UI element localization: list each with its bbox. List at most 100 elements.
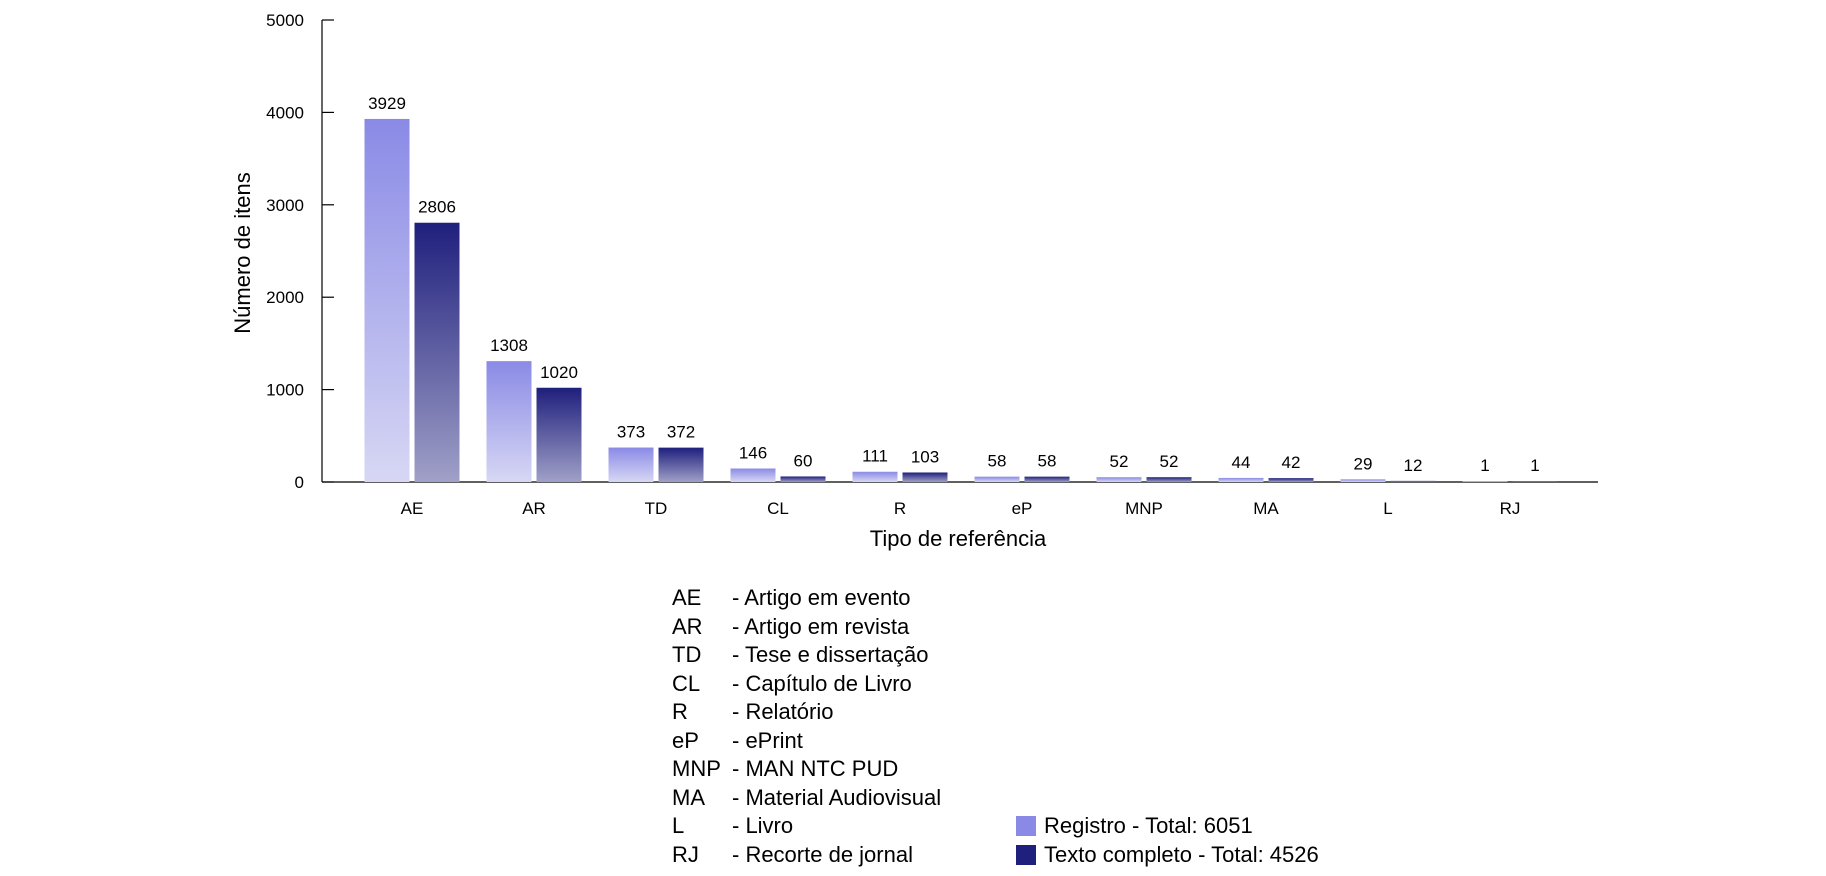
abbreviation-desc: - Tese e dissertação [732,642,929,667]
x-tick-label: R [894,499,906,518]
abbreviation-list: AE - Artigo em evento AR - Artigo em rev… [672,584,941,869]
legend-item-registro: Registro - Total: 6051 [1016,812,1319,841]
bar-texto-completo [780,476,826,482]
abbreviation-code: AE [672,585,702,610]
abbreviation-code: R [672,699,688,724]
abbreviation-desc: - Livro [732,813,794,838]
bar-value-label: 1 [1480,456,1489,475]
abbreviation-desc: - Artigo em revista [732,613,910,639]
x-tick-label: MA [1253,499,1279,518]
bar-registro [608,447,654,482]
abbreviation-code: L [672,813,685,838]
abbreviation-row: CL - Capítulo de Livro [672,670,941,699]
bar-texto-completo [536,387,582,482]
abbreviation-row: R - Relatório [672,698,941,727]
abbreviation-code: CL [672,670,701,696]
y-tick-label: 2000 [266,288,304,307]
abbreviation-code: MA [672,784,705,810]
bar-value-label: 44 [1232,453,1251,472]
abbreviation-row: AR - Artigo em revista [672,613,941,642]
abbreviation-row: L - Livro [672,812,941,841]
bar-value-label: 1 [1530,456,1539,475]
abbreviation-desc: - Material Audiovisual [732,784,942,810]
bar-value-label: 29 [1354,454,1373,473]
abbreviation-desc: - ePrint [732,727,803,753]
abbreviation-row: RJ - Recorte de jornal [672,841,941,870]
bars [364,118,1558,483]
abbreviation-code: RJ [672,841,699,867]
bar-value-label: 58 [988,452,1007,471]
abbreviation-row: MA - Material Audiovisual [672,784,941,813]
abbreviation-code: TD [672,642,702,667]
legend-swatch [1016,816,1036,837]
legend-label: Registro - Total: 6051 [1044,813,1253,838]
bar-value-label: 1308 [490,336,528,355]
x-tick-label: eP [1012,499,1033,518]
abbreviation-row: MNP - MAN NTC PUD [672,755,941,784]
y-tick-label: 5000 [266,11,304,30]
y-tick-label: 3000 [266,196,304,215]
bar-texto-completo [902,472,948,482]
bar-registro [974,476,1020,482]
legend-label: Texto completo - Total: 4526 [1044,841,1319,867]
x-tick-label: TD [645,499,668,518]
bar-value-label: 1020 [540,363,578,382]
abbreviation-desc: - Recorte de jornal [732,841,913,867]
y-axis-title: Número de itens [230,172,255,333]
bar-value-label: 146 [739,444,767,463]
axes: 0 1000 2000 3000 4000 5000 Tipo de referência N… [230,11,1598,551]
bar-value-label: 58 [1038,452,1057,471]
bar-texto-completo [658,447,704,482]
bar-texto-completo [414,222,460,483]
abbreviation-desc: - Relatório [732,699,834,724]
bar-value-label: 3929 [368,94,406,113]
x-tick-label: RJ [1500,499,1521,518]
abbreviation-desc: - Artigo em evento [732,585,911,610]
abbreviation-code: AR [672,613,703,639]
bar-registro [1218,477,1264,482]
bar-value-label: 52 [1160,452,1179,471]
x-tick-label: AE [401,499,424,518]
bar-value-label: 373 [617,423,645,442]
bar-registro [1462,481,1508,482]
legend-item-texto-completo: Texto completo - Total: 4526 [1016,841,1319,870]
bar-registro [730,468,776,482]
abbreviation-code: eP [672,727,699,753]
bar-value-label: 111 [862,447,888,466]
y-tick-label: 0 [295,473,304,492]
abbreviation-row: eP - ePrint [672,727,941,756]
bar-value-label: 372 [667,423,695,442]
x-axis-title: Tipo de referência [870,526,1047,551]
bar-texto-completo [1512,481,1558,482]
legend-swatch [1016,844,1036,865]
bar-texto-completo [1146,477,1192,482]
x-tick-label: CL [767,499,789,518]
bar-texto-completo [1268,478,1314,482]
bar-value-label: 2806 [418,198,456,217]
bar-registro [1096,477,1142,482]
abbreviation-row: TD - Tese e dissertação [672,641,941,670]
bar-registro [852,471,898,482]
bar-registro [486,361,532,482]
bar-value-label: 60 [794,451,813,470]
bar-registro [1340,479,1386,482]
bar-value-label: 42 [1282,453,1301,472]
abbreviation-desc: - Capítulo de Livro [732,670,912,696]
abbreviation-code: MNP [672,756,721,781]
labels: 3929 2806 AE 1308 1020 AR 373 372 TD 146 60 CL 111 10… [368,94,1540,518]
bar-registro [364,118,410,483]
x-tick-label: L [1383,499,1392,518]
bar-value-label: 103 [911,447,939,466]
series-legend: Registro - Total: 6051 Texto completo - … [1016,812,1319,869]
y-tick-label: 4000 [266,103,304,122]
bar-texto-completo [1024,476,1070,482]
x-tick-label: MNP [1125,499,1163,518]
x-tick-label: AR [522,499,546,518]
bar-value-label: 12 [1404,456,1423,475]
abbreviation-desc: - MAN NTC PUD [732,756,899,781]
bar-value-label: 52 [1110,452,1129,471]
abbreviation-row: AE - Artigo em evento [672,584,941,613]
y-tick-label: 1000 [266,381,304,400]
